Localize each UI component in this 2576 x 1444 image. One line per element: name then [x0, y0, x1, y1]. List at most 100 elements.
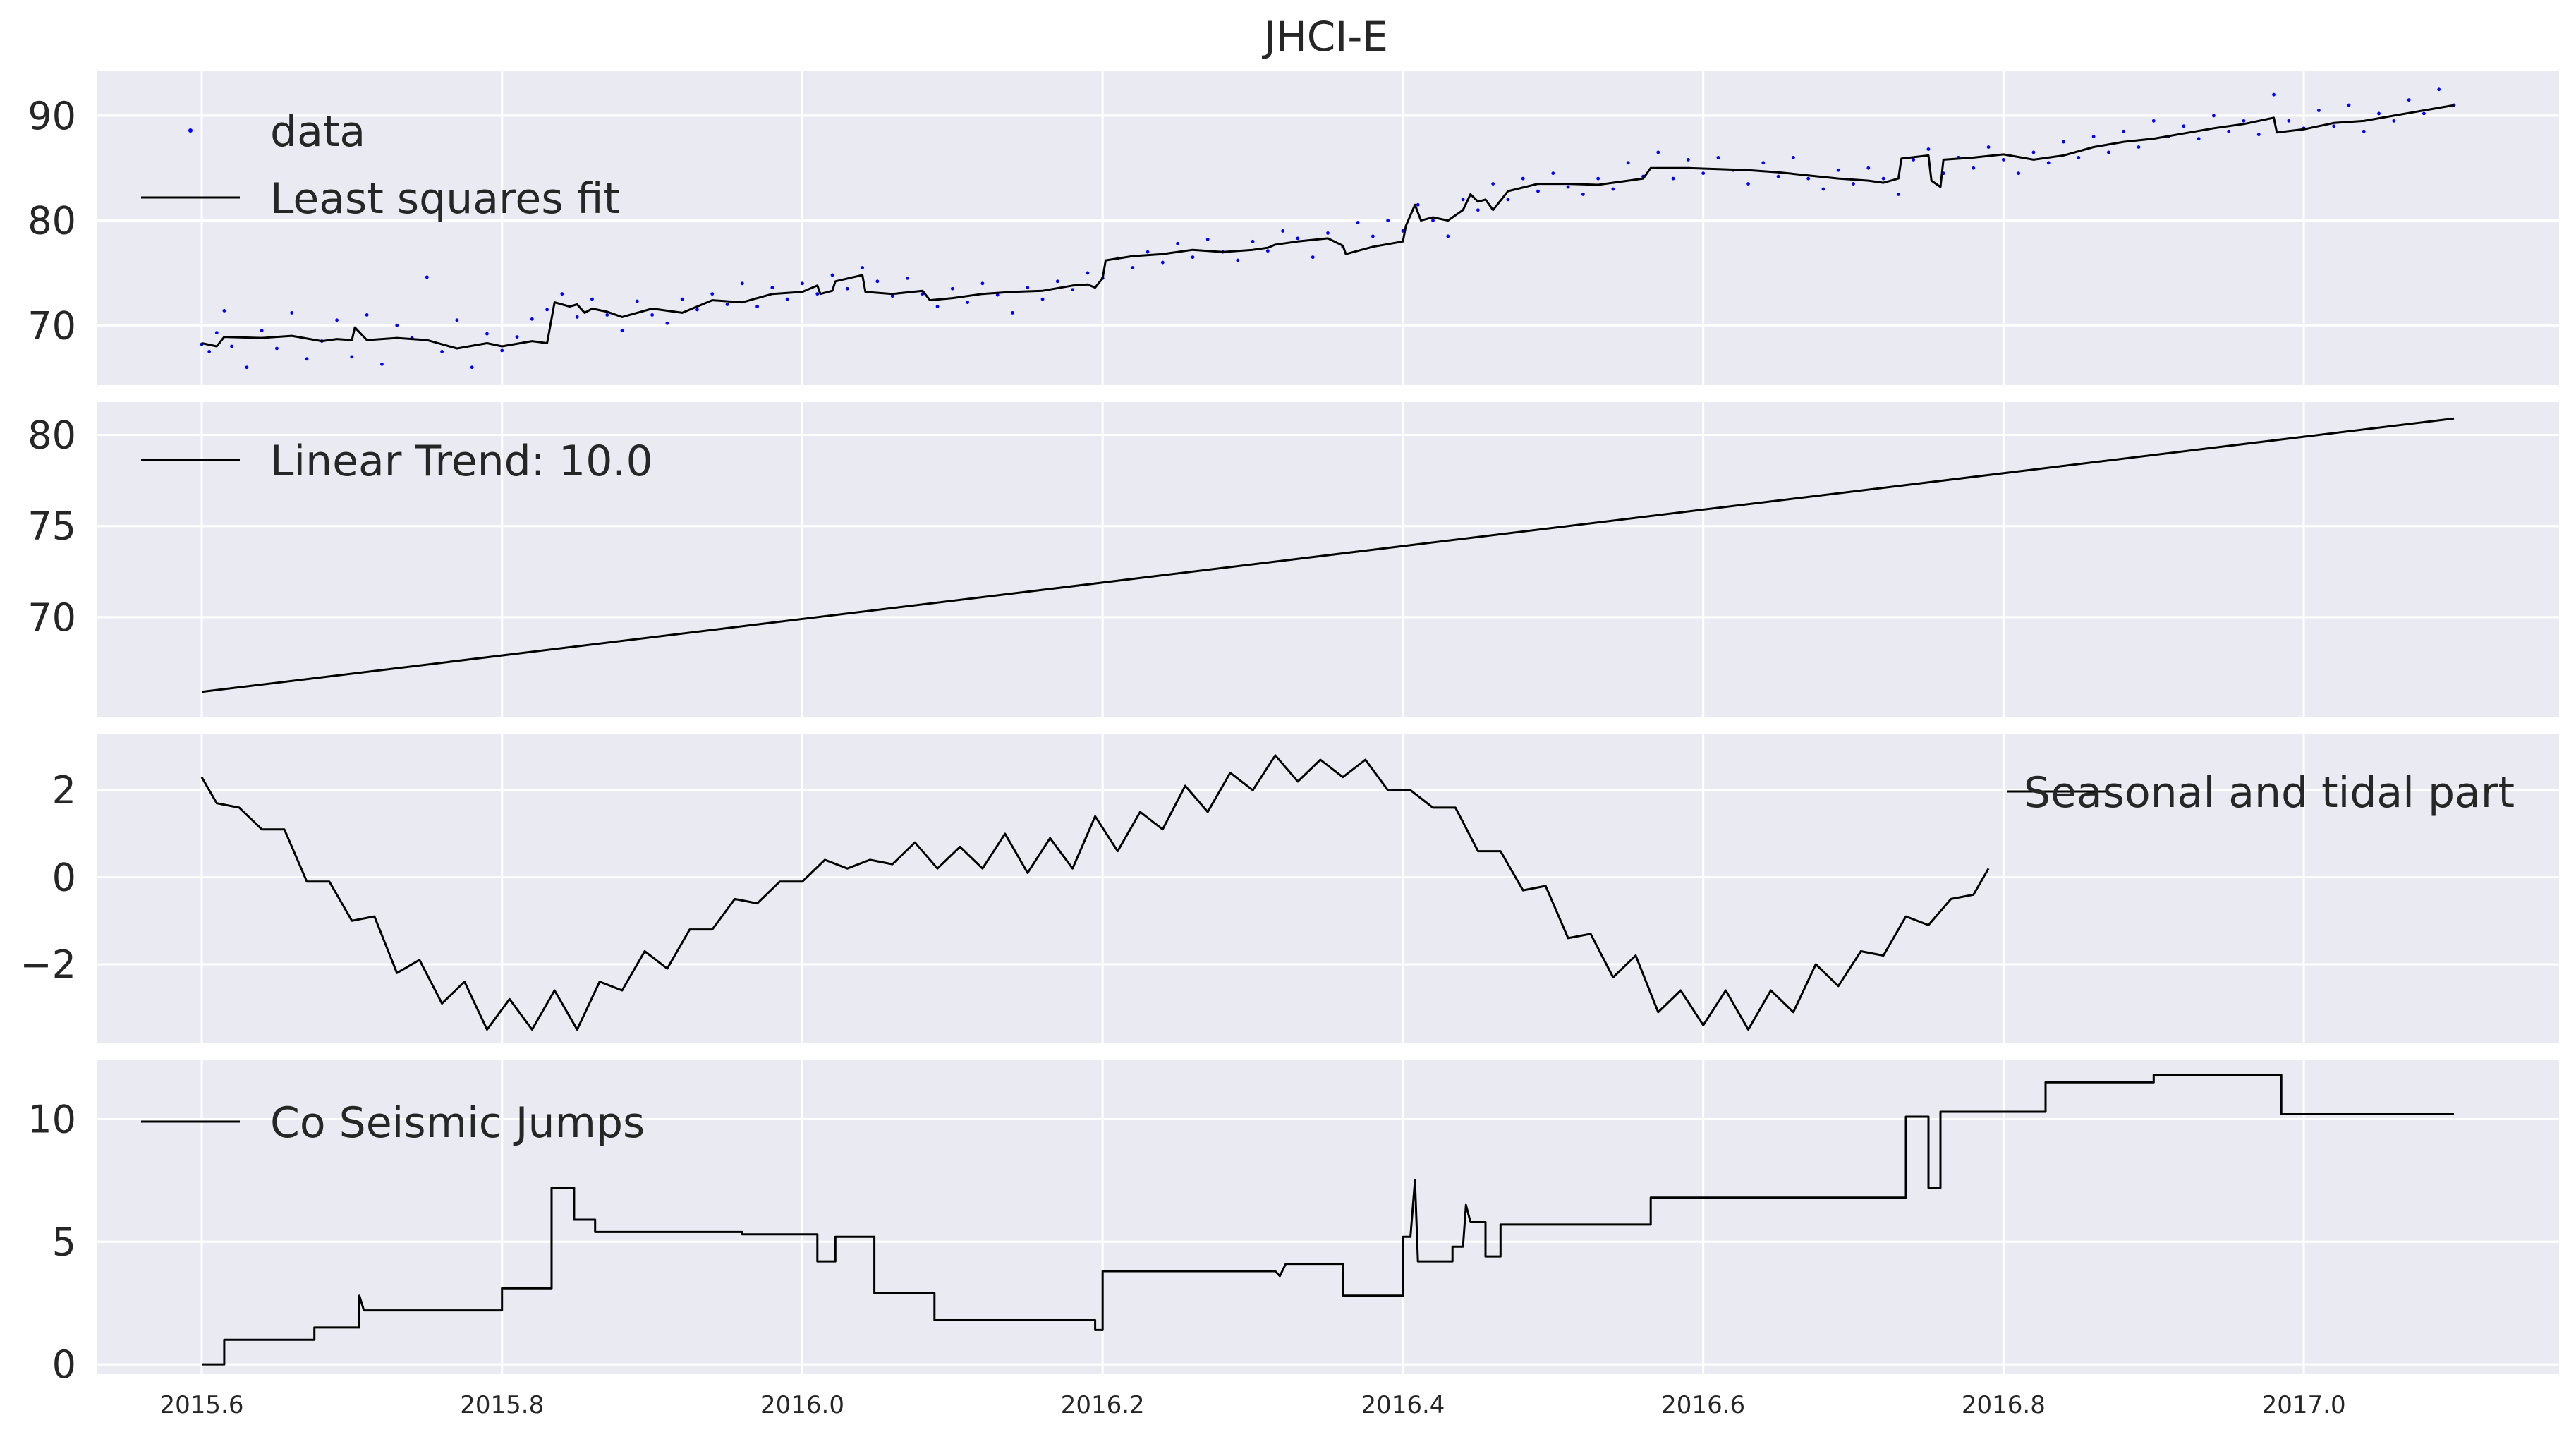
- y-tick-label: 0: [52, 856, 76, 900]
- data-point: [2392, 119, 2396, 123]
- data-point: [214, 331, 219, 335]
- y-tick-label: 10: [28, 1097, 76, 1141]
- panel-background: [97, 734, 2559, 1043]
- data-point: [801, 281, 804, 286]
- y-tick-label: 70: [28, 303, 76, 348]
- y-tick-label: 75: [28, 504, 76, 549]
- chart-title: JHCI-E: [1262, 13, 1388, 61]
- legend-label: Least squares fit: [270, 174, 620, 224]
- legend: Seasonal and tidal part: [2007, 768, 2515, 818]
- data-point: [1761, 161, 1766, 165]
- legend-marker: [188, 128, 193, 133]
- data-point: [1926, 147, 1931, 151]
- data-point: [2091, 135, 2096, 139]
- y-tick-label: 0: [52, 1342, 76, 1387]
- data-point: [1626, 161, 1630, 165]
- data-point: [785, 297, 789, 301]
- data-point: [1011, 311, 1014, 315]
- data-point: [2122, 129, 2126, 133]
- data-point: [545, 308, 549, 312]
- y-tick-label: 80: [28, 413, 76, 458]
- data-point: [2077, 155, 2081, 159]
- x-tick-label: 2015.8: [460, 1391, 544, 1419]
- data-point: [995, 293, 1000, 297]
- data-point: [1446, 234, 1450, 238]
- data-point: [890, 294, 894, 298]
- data-point: [1491, 182, 1495, 186]
- data-point: [2137, 145, 2141, 149]
- legend-label: data: [270, 107, 365, 157]
- data-point: [515, 335, 519, 339]
- data-point: [695, 308, 699, 312]
- data-point: [605, 313, 609, 317]
- series-line: [200, 754, 1990, 1031]
- data-point: [2046, 161, 2051, 165]
- data-point: [245, 365, 249, 370]
- data-point: [1371, 234, 1375, 238]
- data-point: [1836, 168, 1840, 172]
- data-point: [1866, 166, 1871, 170]
- data-point: [1716, 155, 1720, 159]
- data-point: [1821, 187, 1825, 191]
- data-point: [1131, 266, 1135, 269]
- legend-label: Linear Trend: 10.0: [270, 437, 653, 486]
- panel-background: [97, 1060, 2559, 1374]
- panel-2: 70 75 80 Linear Trend: 10.0: [28, 402, 2559, 717]
- data-point: [861, 266, 865, 269]
- data-point: [1160, 260, 1165, 265]
- data-point: [2332, 124, 2336, 128]
- data-point: [815, 292, 820, 296]
- data-point: [275, 346, 279, 351]
- data-point: [2031, 150, 2036, 154]
- y-tick-label: 2: [52, 768, 76, 813]
- data-point: [1326, 231, 1330, 235]
- data-point: [725, 303, 729, 306]
- data-point: [830, 273, 834, 277]
- legend-label: Seasonal and tidal part: [2024, 768, 2515, 818]
- data-point: [350, 355, 354, 359]
- data-point: [1596, 176, 1600, 181]
- data-point: [650, 313, 655, 317]
- data-point: [230, 344, 233, 348]
- data-point: [906, 276, 909, 280]
- data-point: [1536, 189, 1540, 193]
- data-point: [560, 292, 564, 296]
- data-point: [380, 362, 384, 366]
- x-tick-label: 2016.2: [1061, 1391, 1145, 1419]
- data-point: [455, 318, 459, 322]
- data-point: [1881, 176, 1885, 181]
- data-point: [1896, 193, 1900, 196]
- data-point: [1281, 229, 1285, 233]
- y-tick-label: −2: [20, 942, 76, 987]
- data-point: [2227, 129, 2231, 133]
- data-point: [2347, 103, 2351, 107]
- data-point: [1251, 239, 1255, 243]
- x-tick-label: 2016.4: [1361, 1391, 1445, 1419]
- data-point: [530, 317, 534, 321]
- data-point: [1521, 176, 1525, 181]
- data-point: [950, 286, 954, 291]
- data-point: [2107, 150, 2110, 154]
- data-point: [1611, 187, 1615, 191]
- data-point: [2017, 171, 2021, 176]
- data-point: [1852, 182, 1855, 186]
- legend-label: Co Seismic Jumps: [270, 1098, 645, 1148]
- data-point: [1040, 297, 1045, 301]
- data-point: [665, 321, 669, 325]
- data-point: [2001, 157, 2005, 162]
- data-point: [395, 323, 399, 327]
- data-point: [1055, 279, 1059, 284]
- data-point: [365, 313, 369, 317]
- data-point: [2272, 92, 2276, 97]
- data-point: [2151, 119, 2156, 123]
- y-tick-label: 70: [28, 595, 76, 640]
- data-point: [1551, 171, 1555, 176]
- data-point: [1176, 241, 1180, 245]
- data-point: [2377, 111, 2381, 116]
- data-point: [440, 350, 444, 353]
- series-line: [201, 417, 2455, 693]
- data-point: [2287, 119, 2291, 123]
- data-point: [1746, 182, 1750, 186]
- data-point: [1972, 166, 1976, 170]
